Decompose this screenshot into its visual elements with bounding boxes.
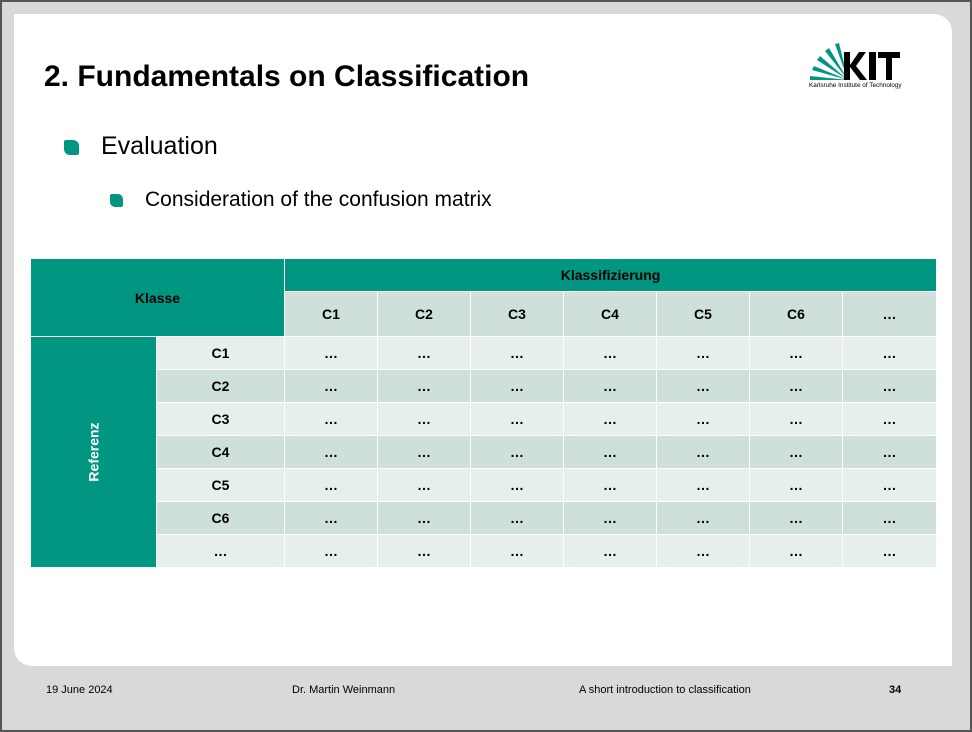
matrix-cell: … [749,336,843,370]
matrix-cell: … [841,501,938,535]
footer-author: Dr. Martin Weinmann [292,684,396,696]
bullet-square-icon [110,193,123,207]
matrix-cell: … [563,468,657,502]
matrix-cell: … [377,336,471,370]
table-row: … … … … … … … … [31,534,938,568]
matrix-cell: … [470,369,564,403]
matrix-cell: … [749,435,843,469]
table-row: C5 … … … … … … … [31,468,938,502]
matrix-cell: … [563,369,657,403]
column-header: C1 [284,291,378,337]
matrix-cell: … [284,501,378,535]
matrix-cell: … [284,336,378,370]
matrix-cell: … [563,402,657,436]
table-row: C2 … … … … … … … [31,369,938,403]
matrix-cell: … [470,402,564,436]
matrix-cell: … [377,468,471,502]
table-row: C6 … … … … … … … [31,501,938,535]
matrix-cell: … [377,435,471,469]
matrix-cell: … [841,369,938,403]
matrix-cell: … [563,336,657,370]
matrix-cell: … [470,336,564,370]
column-header: C3 [470,291,564,337]
table-row: Referenz C1 … … … … … … … [30,336,938,568]
matrix-cell: … [470,435,564,469]
slide-title: 2. Fundamentals on Classification [44,60,530,93]
matrix-corner-label: Klasse [30,258,285,337]
matrix-cell: … [656,369,750,403]
bullet-square-icon [64,139,79,155]
matrix-cell: … [841,435,938,469]
matrix-cell: … [841,468,938,502]
matrix-cell: … [656,468,750,502]
kit-logo-icon [810,43,900,80]
matrix-cell: … [470,468,564,502]
matrix-cell: … [656,501,750,535]
matrix-cell: … [656,402,750,436]
matrix-cell: … [284,468,378,502]
matrix-cell: … [656,336,750,370]
column-header: … [841,291,938,337]
row-header: C6 [156,501,285,535]
matrix-cell: … [656,435,750,469]
matrix-cell: … [656,534,750,568]
matrix-cell: … [377,402,471,436]
row-header: C1 [156,336,285,370]
matrix-cell: … [749,468,843,502]
slide: 2. Fundamentals on Classification Karlsr… [14,14,952,666]
matrix-cell: … [377,501,471,535]
matrix-cell: … [563,501,657,535]
row-header: C3 [156,402,285,436]
matrix-cell: … [377,369,471,403]
matrix-cell: … [284,435,378,469]
column-header: C2 [377,291,471,337]
matrix-cell: … [749,402,843,436]
row-header: C4 [156,435,285,469]
footer-subject: A short introduction to classification [579,684,751,696]
matrix-cell: … [749,501,843,535]
confusion-matrix-table: Klasse Klassifizierung C1 C2 C3 C4 C5 C6… [30,258,938,568]
matrix-cell: … [284,369,378,403]
matrix-cell: … [284,402,378,436]
matrix-cell: … [841,336,938,370]
bullet-level2-text: Consideration of the confusion matrix [145,188,492,211]
matrix-top-header: Klassifizierung [283,258,938,292]
matrix-cell: … [749,369,843,403]
matrix-side-header-label: Referenz [85,422,102,482]
matrix-cell: … [563,435,657,469]
matrix-cell: … [563,534,657,568]
row-header: C5 [156,468,285,502]
table-row: C4 … … … … … … … [31,435,938,469]
row-header: … [156,534,285,568]
column-header: C5 [656,291,750,337]
logo-caption: Karlsruhe Institute of Technology [809,82,902,89]
bullet-level1: Evaluation [64,132,218,161]
bullet-level1-text: Evaluation [101,132,218,160]
footer-page-number: 34 [889,684,902,696]
matrix-cell: … [841,402,938,436]
column-header: C6 [749,291,843,337]
table-row: C3 … … … … … … … [31,402,938,436]
column-header: C4 [563,291,657,337]
matrix-cell: … [284,534,378,568]
matrix-cell: … [470,501,564,535]
matrix-cell: … [470,534,564,568]
bullet-level2: Consideration of the confusion matrix [110,188,492,212]
matrix-cell: … [749,534,843,568]
row-header: C2 [156,369,285,403]
matrix-cell: … [377,534,471,568]
matrix-side-header: Referenz [30,336,157,568]
matrix-cell: … [841,534,938,568]
footer-date: 19 June 2024 [46,684,113,696]
